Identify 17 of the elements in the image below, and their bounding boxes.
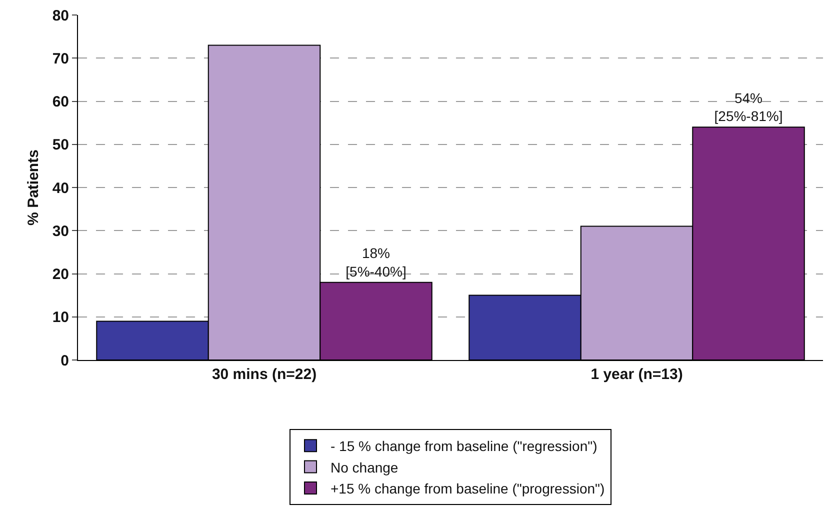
y-tick-label: 50 bbox=[52, 136, 69, 154]
y-tick-label: 10 bbox=[52, 309, 69, 326]
legend-label: No change bbox=[330, 459, 398, 476]
y-tick-label: 0 bbox=[60, 352, 69, 370]
x-tick-label: 1 year (n=13) bbox=[590, 366, 683, 383]
data-label: 54% [25%-81%] bbox=[714, 90, 783, 124]
legend-label: +15 % change from baseline ("progression") bbox=[330, 480, 605, 496]
x-tick-label: 30 mins (n=22) bbox=[212, 366, 317, 383]
data-label: 18% [5%-40%] bbox=[346, 245, 406, 280]
y-tick-label: 70 bbox=[52, 50, 69, 68]
y-tick-label: 30 bbox=[52, 222, 69, 240]
y-tick-label: 60 bbox=[52, 94, 69, 110]
legend-label: - 15 % change from baseline ("regression") bbox=[330, 438, 598, 454]
y-tick-label: 80 bbox=[52, 7, 69, 24]
y-tick-label: 20 bbox=[52, 266, 69, 283]
y-axis-title: % Patients bbox=[25, 150, 42, 226]
y-tick-label: 40 bbox=[52, 180, 69, 197]
